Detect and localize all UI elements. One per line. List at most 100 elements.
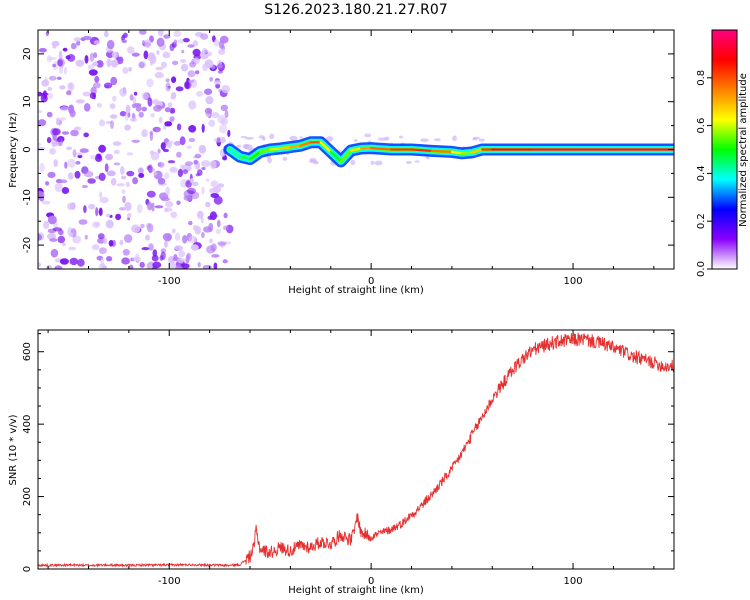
- noise-speckle: [414, 160, 420, 163]
- colorbar-tick-label: 0.6: [696, 118, 707, 134]
- noise-speckle: [167, 102, 173, 108]
- noise-speckle: [208, 222, 214, 232]
- noise-speckle: [89, 52, 94, 63]
- noise-speckle: [117, 56, 124, 65]
- y-tick-label: 400: [22, 415, 33, 434]
- noise-speckle: [59, 258, 69, 265]
- y-tick-label: 10: [22, 95, 33, 108]
- noise-speckle: [194, 153, 202, 159]
- noise-speckle: [52, 227, 63, 232]
- noise-speckle: [53, 60, 58, 71]
- noise-speckle: [38, 91, 43, 97]
- noise-speckle: [185, 180, 192, 188]
- noise-speckle: [163, 148, 169, 153]
- snr-plot-area: [38, 332, 674, 568]
- noise-speckle: [222, 259, 228, 264]
- noise-speckle: [154, 71, 164, 79]
- noise-speckle: [110, 120, 114, 129]
- noise-speckle: [205, 201, 211, 208]
- noise-speckle: [100, 257, 104, 267]
- noise-speckle: [44, 76, 48, 84]
- noise-speckle: [60, 106, 69, 112]
- noise-speckle: [143, 50, 149, 60]
- noise-speckle: [158, 116, 163, 124]
- noise-speckle: [169, 116, 175, 122]
- noise-speckle: [217, 219, 221, 228]
- noise-speckle: [66, 202, 75, 210]
- noise-speckle: [75, 99, 85, 104]
- ridge-segment: [410, 148, 433, 152]
- ridge-segment: [450, 150, 464, 155]
- noise-speckle: [112, 141, 122, 146]
- noise-speckle: [157, 177, 166, 185]
- noise-speckle: [67, 83, 73, 89]
- noise-speckle: [172, 228, 176, 234]
- noise-speckle: [106, 39, 115, 50]
- noise-speckle: [88, 69, 98, 76]
- noise-speckle: [177, 257, 185, 264]
- noise-speckle: [164, 207, 168, 213]
- noise-speckle: [122, 248, 130, 256]
- noise-speckle: [103, 82, 113, 89]
- noise-speckle: [138, 111, 144, 118]
- noise-speckle: [123, 32, 128, 38]
- noise-speckle: [52, 128, 61, 136]
- noise-speckle: [299, 136, 304, 139]
- noise-speckle: [186, 145, 192, 149]
- noise-speckle: [98, 144, 106, 153]
- noise-speckle: [406, 160, 412, 165]
- noise-speckle: [155, 128, 160, 132]
- noise-speckle: [61, 187, 70, 194]
- noise-speckle: [141, 247, 150, 251]
- x-tick-label: 100: [564, 276, 583, 287]
- noise-speckle: [78, 219, 88, 225]
- noise-speckle: [189, 61, 197, 68]
- noise-speckle: [98, 172, 106, 181]
- noise-speckle: [124, 234, 133, 243]
- noise-speckle: [214, 38, 219, 47]
- noise-speckle: [188, 220, 193, 226]
- noise-speckle: [160, 248, 167, 253]
- noise-speckle: [210, 160, 217, 170]
- noise-speckle: [48, 75, 57, 81]
- noise-speckle: [103, 237, 107, 245]
- snr-y-label: SNR (10 * v/v): [8, 414, 19, 485]
- noise-speckle: [94, 76, 100, 83]
- noise-speckle: [220, 117, 229, 126]
- noise-speckle: [38, 142, 42, 147]
- noise-speckle: [201, 186, 205, 195]
- noise-speckle: [99, 197, 109, 204]
- noise-speckle: [218, 40, 225, 49]
- noise-speckle: [148, 243, 154, 251]
- noise-speckle: [177, 168, 183, 178]
- ridge-segment: [349, 147, 363, 152]
- noise-speckle: [92, 62, 99, 67]
- noise-speckle: [146, 78, 154, 88]
- noise-speckle: [87, 64, 95, 70]
- noise-speckle: [47, 215, 57, 225]
- noise-speckle: [61, 131, 70, 135]
- noise-speckle: [175, 86, 184, 92]
- noise-speckle: [77, 258, 85, 267]
- noise-speckle: [122, 195, 126, 204]
- ridge-segment: [460, 151, 474, 155]
- ridge-segment: [289, 144, 302, 149]
- noise-speckle: [216, 64, 223, 69]
- noise-speckle: [147, 164, 153, 174]
- noise-speckle: [70, 129, 79, 137]
- snr-series-line: [38, 332, 674, 568]
- noise-speckle: [200, 217, 204, 224]
- noise-speckle: [162, 51, 171, 59]
- spectrogram-x-label: Height of straight line (km): [288, 285, 424, 296]
- noise-speckle: [58, 65, 64, 74]
- noise-speckle: [128, 264, 134, 269]
- noise-speckle: [105, 219, 114, 229]
- noise-speckle: [240, 136, 248, 138]
- noise-speckle: [165, 201, 174, 208]
- noise-speckle: [124, 202, 132, 211]
- noise-speckle: [46, 233, 57, 240]
- noise-speckle: [96, 60, 104, 68]
- x-tick-label: 100: [564, 576, 583, 587]
- noise-speckle: [190, 178, 194, 184]
- noise-speckle: [51, 138, 57, 148]
